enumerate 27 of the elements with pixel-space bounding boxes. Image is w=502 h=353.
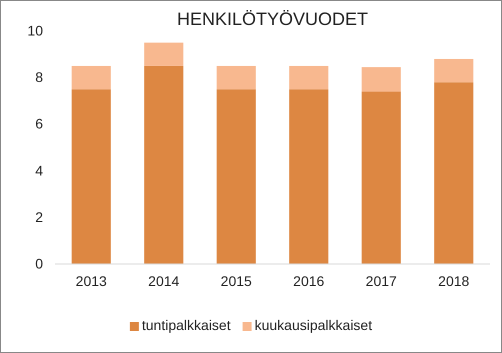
bar bbox=[216, 89, 256, 264]
bar bbox=[434, 82, 474, 264]
y-tick-label: 10 bbox=[27, 22, 44, 38]
y-tick-label: 4 bbox=[35, 162, 44, 178]
bar bbox=[72, 66, 111, 90]
legend-label: tuntipalkkaiset bbox=[142, 317, 231, 333]
bar bbox=[289, 66, 328, 90]
x-tick-label: 2015 bbox=[220, 272, 252, 289]
x-tick-label: 2014 bbox=[148, 272, 180, 289]
chart-title: HENKILÖTYÖVUODET bbox=[176, 9, 368, 29]
bar bbox=[362, 92, 401, 264]
bar bbox=[289, 89, 328, 264]
bar bbox=[72, 89, 111, 264]
y-tick-label: 2 bbox=[35, 208, 44, 225]
x-tick-label: 2018 bbox=[438, 272, 470, 289]
bar bbox=[434, 58, 474, 82]
bar bbox=[362, 67, 401, 92]
bar bbox=[144, 66, 184, 264]
y-tick-label: 0 bbox=[35, 255, 44, 272]
bar bbox=[144, 42, 184, 66]
bar bbox=[216, 66, 256, 90]
legend-label: kuukausipalkkaiset bbox=[254, 317, 372, 333]
x-tick-label: 2017 bbox=[366, 272, 398, 289]
x-tick-label: 2013 bbox=[76, 272, 108, 289]
y-tick-label: 6 bbox=[35, 116, 44, 132]
y-tick-label: 8 bbox=[35, 69, 44, 86]
x-tick-label: 2016 bbox=[293, 272, 325, 289]
